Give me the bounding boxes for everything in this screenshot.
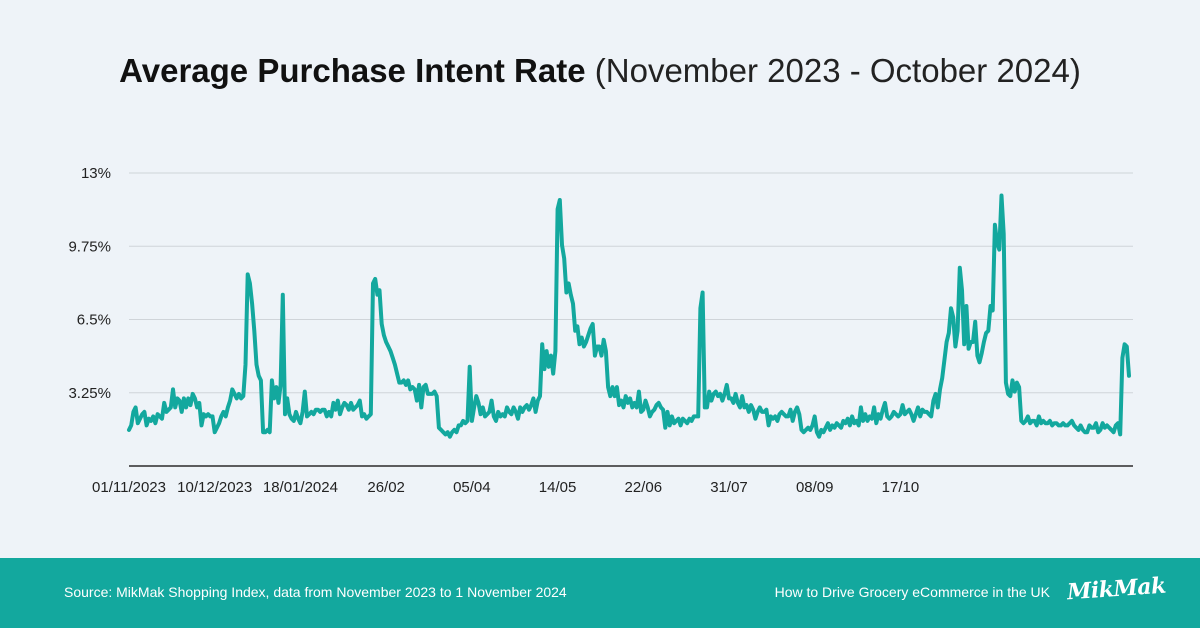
- purchase-intent-line-chart: 13% 9.75% 6.5% 3.25% 01/11/2023 10/12/2023 18…: [68, 165, 1133, 496]
- x-tick-label: 14/05: [539, 479, 577, 496]
- guide-title: How to Drive Grocery eCommerce in the UK: [774, 584, 1050, 600]
- chart-title: Average Purchase Intent Rate (November 2…: [0, 52, 1200, 90]
- x-tick-label: 01/11/2023: [92, 479, 166, 496]
- series-layer: [127, 193, 1131, 439]
- y-tick-label: 9.75%: [68, 238, 111, 255]
- y-tick-label: 3.25%: [68, 385, 111, 402]
- x-tick-label: 08/09: [796, 479, 834, 496]
- y-tick-label: 13%: [81, 165, 111, 182]
- footer-bar: Source: MikMak Shopping Index, data from…: [0, 558, 1200, 628]
- chart-title-main: Average Purchase Intent Rate: [119, 52, 586, 89]
- x-tick-label: 26/02: [367, 479, 405, 496]
- y-tick-label: 6.5%: [77, 312, 111, 329]
- x-tick-label: 18/01/2024: [263, 479, 338, 496]
- x-tick-label: 22/06: [625, 479, 663, 496]
- x-tick-label: 17/10: [882, 479, 920, 496]
- x-axis-ticks: 01/11/2023 10/12/2023 18/01/2024 26/02 05/04…: [92, 479, 919, 496]
- series-line-purchase-intent: [127, 193, 1131, 439]
- y-axis-ticks: 13% 9.75% 6.5% 3.25%: [68, 165, 111, 402]
- x-tick-label: 05/04: [453, 479, 491, 496]
- x-tick-label: 10/12/2023: [177, 479, 252, 496]
- mikmak-logo: MikMak: [1066, 572, 1167, 606]
- chart-title-range: (November 2023 - October 2024): [594, 52, 1081, 89]
- x-tick-label: 31/07: [710, 479, 748, 496]
- grid-layer: [129, 172, 1133, 394]
- source-note: Source: MikMak Shopping Index, data from…: [64, 584, 567, 600]
